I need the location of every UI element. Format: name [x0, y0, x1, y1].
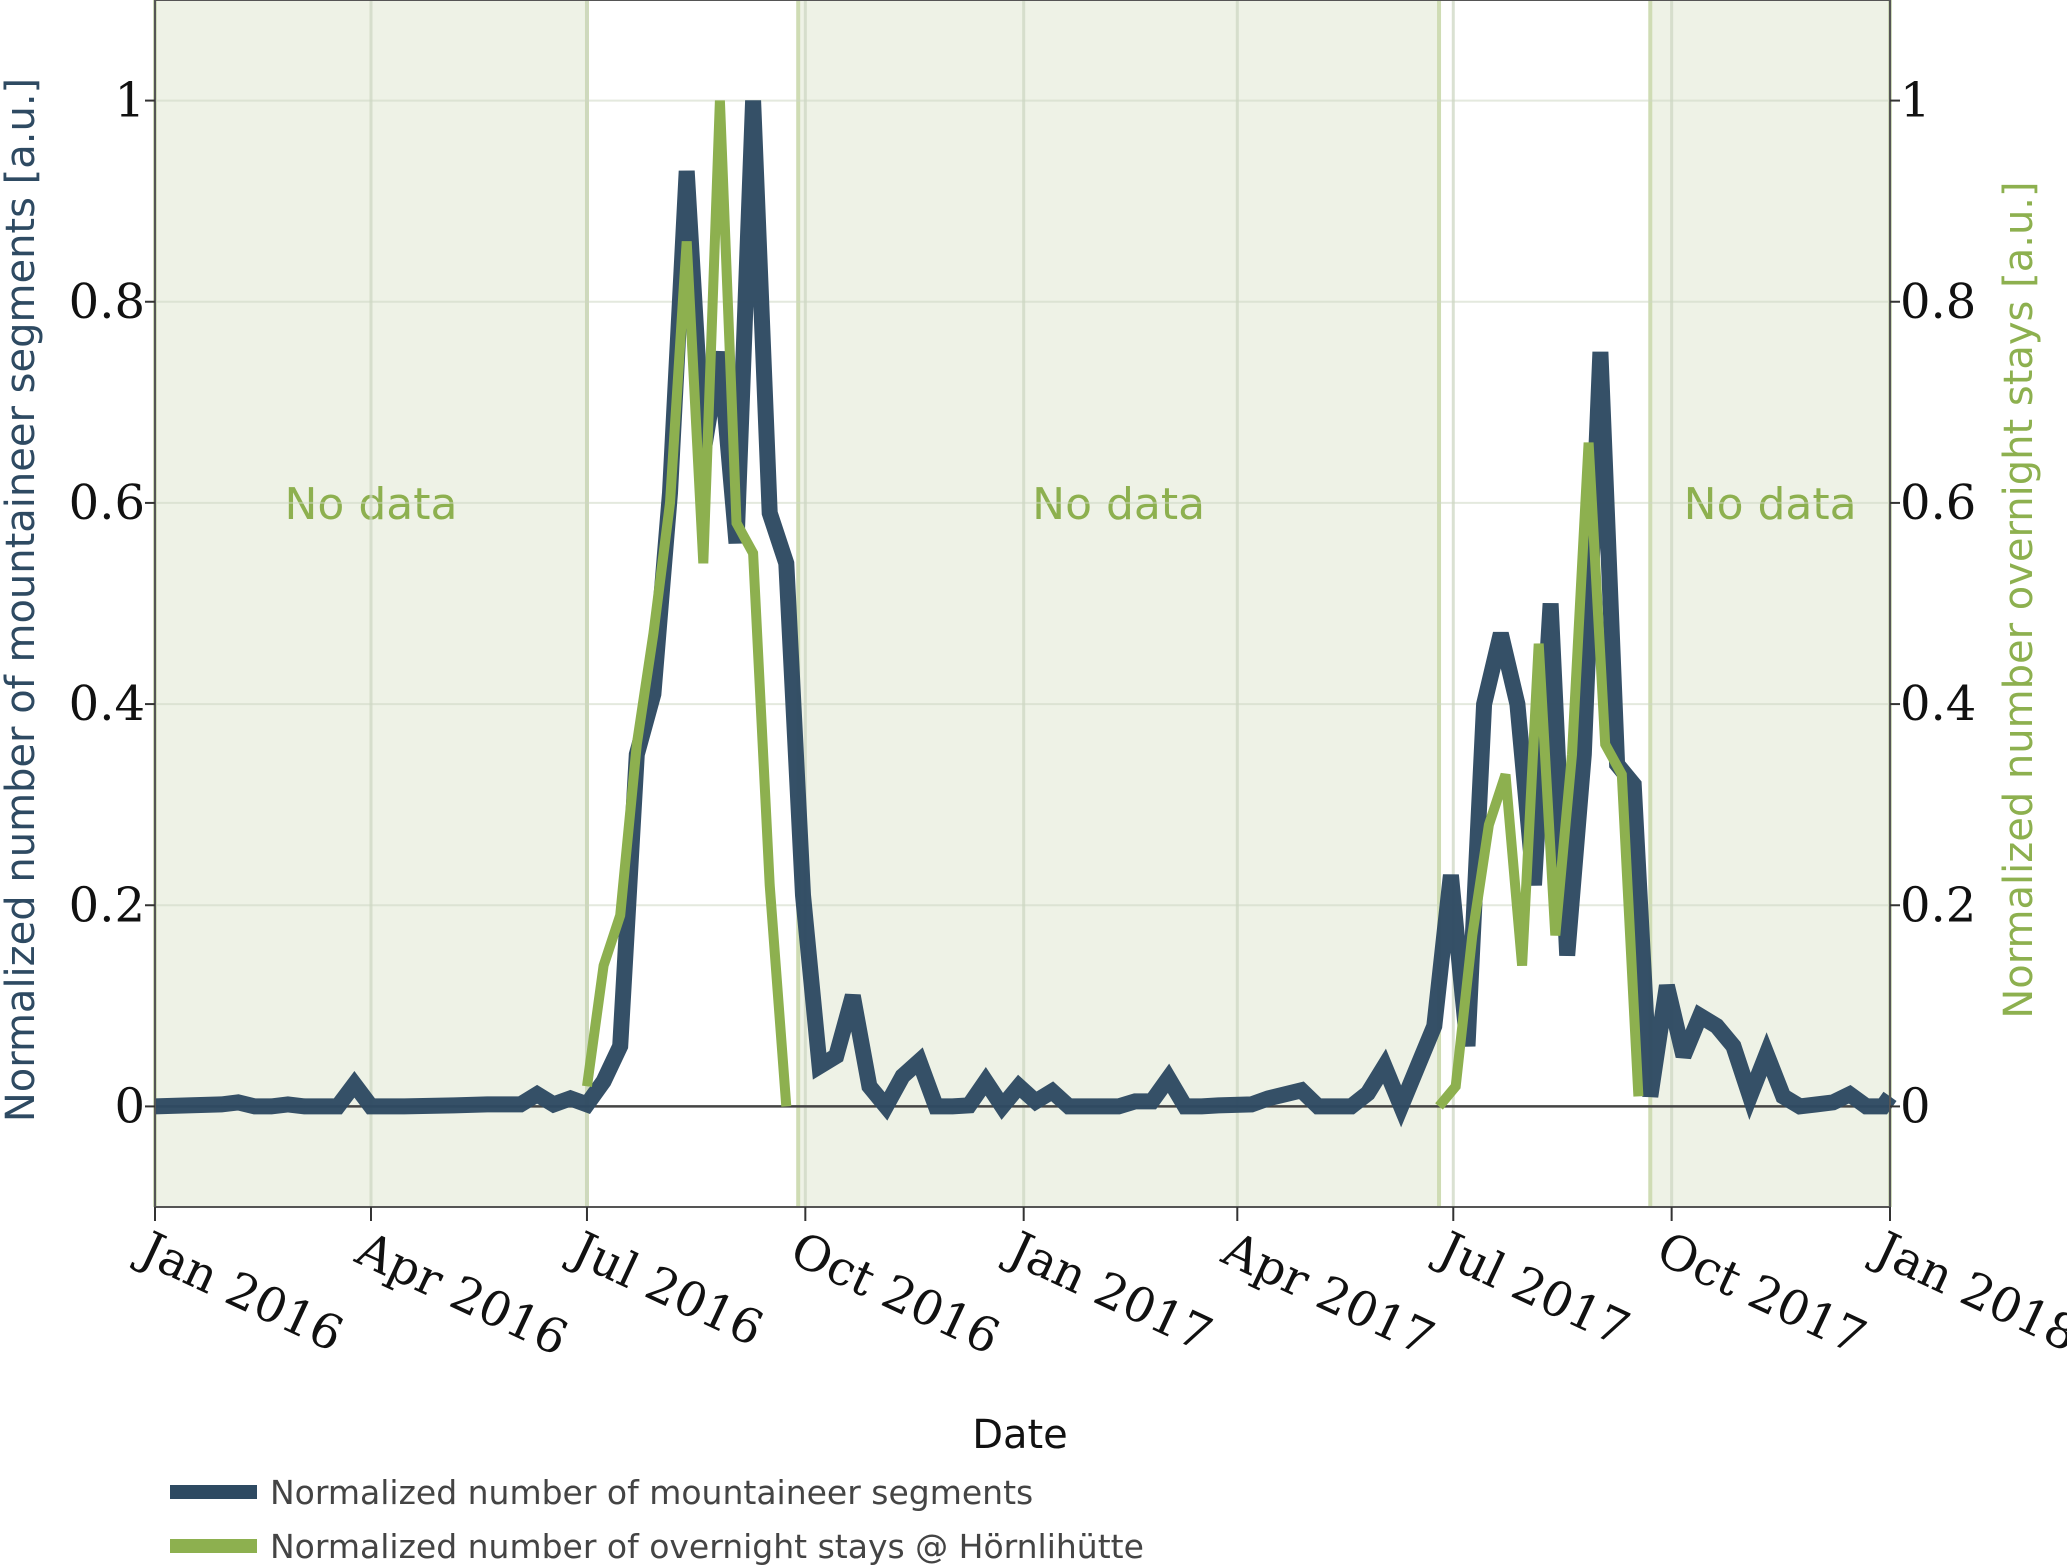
right-y-tick-label: 0.4 [1900, 676, 1976, 732]
x-tick-label: Jan 2017 [996, 1219, 1220, 1363]
x-tick-label: Oct 2017 [1649, 1221, 1875, 1366]
x-tick-label: Jan 2018 [1862, 1219, 2067, 1363]
x-tick-label: Jan 2016 [127, 1219, 351, 1363]
x-tick-label: Oct 2016 [782, 1221, 1008, 1366]
right-y-tick-label: 1 [1900, 73, 1931, 129]
left-y-tick-label: 0.6 [69, 475, 145, 531]
x-tick-label: Jul 2016 [559, 1219, 771, 1358]
plot-area [154, 100, 1897, 1128]
right-y-tick-label: 0.8 [1900, 274, 1976, 330]
x-tick-label: Apr 2017 [1213, 1221, 1442, 1368]
plot-frame [154, 0, 1891, 1208]
legend-label-mountaineer-segments: Normalized number of mountaineer segment… [270, 1473, 1033, 1512]
left-y-tick-label: 0.8 [69, 274, 145, 330]
no-data-label: No data [1032, 479, 1205, 530]
x-axis-title: Date [972, 1412, 1068, 1458]
legend: Normalized number of mountaineer segment… [170, 1473, 1144, 1566]
legend-label-overnight-stays: Normalized number of overnight stays @ H… [270, 1527, 1144, 1566]
x-tick-label: Apr 2016 [347, 1221, 576, 1368]
series-line [154, 100, 1897, 1128]
no-data-region [798, 0, 1440, 1207]
no-data-region [1650, 0, 1890, 1207]
right-y-tick-label: 0.2 [1900, 877, 1976, 933]
no-data-label: No data [1684, 479, 1857, 530]
left-y-tick-label: 0 [114, 1078, 145, 1134]
series-mountaineer-segments [154, 100, 1897, 1128]
right-y-tick-label: 0 [1900, 1078, 1931, 1134]
left-y-axis-title: Normalized number of mountaineer segment… [0, 78, 44, 1122]
x-tick-label: Jul 2017 [1426, 1219, 1638, 1358]
left-y-tick-label: 0.2 [69, 877, 145, 933]
series-overnight-stays [582, 100, 1644, 1110]
right-y-axis-title: Normalized number overnight stays [a.u.] [1996, 181, 2042, 1018]
left-y-tick-label: 0.4 [69, 676, 145, 732]
right-y-tick-label: 0.6 [1900, 475, 1976, 531]
left-y-tick-label: 1 [114, 73, 145, 129]
